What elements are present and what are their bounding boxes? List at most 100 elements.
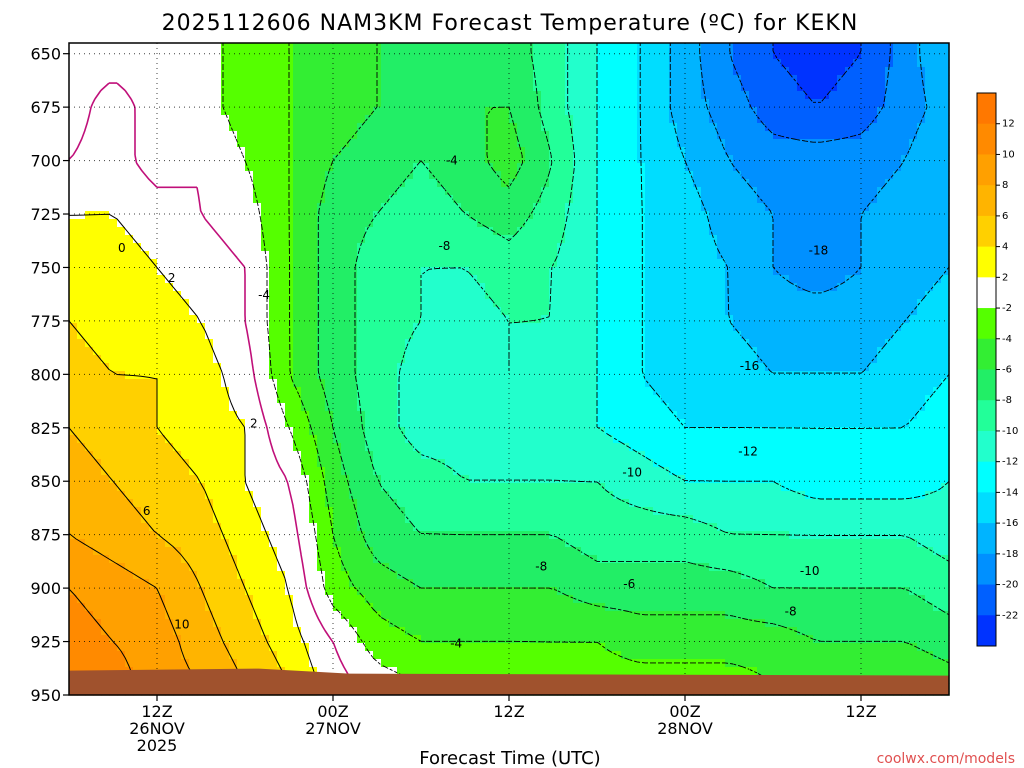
field-cell xyxy=(453,251,462,260)
field-cell xyxy=(741,147,750,156)
field-cell xyxy=(245,91,254,100)
field-cell xyxy=(925,227,934,236)
field-cell xyxy=(261,155,270,164)
field-cell xyxy=(941,283,950,292)
field-cell xyxy=(741,115,750,124)
field-cell xyxy=(477,83,486,92)
field-cell xyxy=(445,107,454,116)
field-cell xyxy=(501,187,510,196)
field-cell xyxy=(117,395,126,404)
field-cell xyxy=(477,163,486,172)
field-cell xyxy=(805,227,814,236)
field-cell xyxy=(941,315,950,324)
field-cell xyxy=(653,363,662,372)
field-cell xyxy=(341,355,350,364)
field-cell xyxy=(373,107,382,116)
field-cell xyxy=(509,275,518,284)
field-cell xyxy=(293,363,302,372)
field-cell xyxy=(437,219,446,228)
field-cell xyxy=(765,171,774,180)
field-cell xyxy=(933,155,942,164)
field-cell xyxy=(701,83,710,92)
field-cell xyxy=(509,227,518,236)
field-cell xyxy=(669,123,678,132)
field-cell xyxy=(189,243,198,252)
field-cell xyxy=(165,171,174,180)
field-cell xyxy=(837,291,846,300)
field-cell xyxy=(125,155,134,164)
field-cell xyxy=(125,219,134,228)
field-cell xyxy=(877,331,886,340)
field-cell xyxy=(461,307,470,316)
field-cell xyxy=(605,59,614,68)
field-cell xyxy=(477,123,486,132)
field-cell xyxy=(653,235,662,244)
field-cell xyxy=(557,323,566,332)
field-cell xyxy=(693,75,702,84)
field-cell xyxy=(773,371,782,380)
field-cell xyxy=(157,387,166,396)
field-cell xyxy=(181,107,190,116)
field-cell xyxy=(837,331,846,340)
field-cell xyxy=(501,131,510,140)
field-cell xyxy=(749,187,758,196)
field-cell xyxy=(909,195,918,204)
field-cell xyxy=(421,43,430,52)
field-cell xyxy=(573,371,582,380)
field-cell xyxy=(837,259,846,268)
field-cell xyxy=(421,219,430,228)
field-cell xyxy=(429,131,438,140)
field-cell xyxy=(797,43,806,52)
field-cell xyxy=(309,403,318,412)
field-cell xyxy=(213,51,222,60)
field-cell xyxy=(789,267,798,276)
field-cell xyxy=(69,131,78,140)
field-cell xyxy=(669,323,678,332)
field-cell xyxy=(605,131,614,140)
field-cell xyxy=(701,275,710,284)
field-cell xyxy=(405,379,414,388)
field-cell xyxy=(709,235,718,244)
field-cell xyxy=(605,331,614,340)
field-cell xyxy=(445,91,454,100)
field-cell xyxy=(749,91,758,100)
field-cell xyxy=(205,91,214,100)
field-cell xyxy=(773,171,782,180)
field-cell xyxy=(757,163,766,172)
field-cell xyxy=(333,195,342,204)
field-cell xyxy=(109,251,118,260)
field-cell xyxy=(365,267,374,276)
field-cell xyxy=(621,283,630,292)
field-cell xyxy=(517,163,526,172)
field-cell xyxy=(853,363,862,372)
field-cell xyxy=(573,251,582,260)
field-cell xyxy=(517,235,526,244)
field-cell xyxy=(893,299,902,308)
field-cell xyxy=(229,123,238,132)
field-cell xyxy=(381,243,390,252)
field-cell xyxy=(205,315,214,324)
field-cell xyxy=(69,299,78,308)
field-cell xyxy=(149,347,158,356)
field-cell xyxy=(93,379,102,388)
field-cell xyxy=(781,115,790,124)
field-cell xyxy=(893,347,902,356)
field-cell xyxy=(85,379,94,388)
field-cell xyxy=(485,363,494,372)
field-cell xyxy=(773,91,782,100)
field-cell xyxy=(613,219,622,228)
field-cell xyxy=(445,83,454,92)
field-cell xyxy=(917,155,926,164)
field-cell xyxy=(749,59,758,68)
field-cell xyxy=(477,187,486,196)
field-cell xyxy=(453,131,462,140)
field-cell xyxy=(621,347,630,356)
field-cell xyxy=(229,291,238,300)
field-cell xyxy=(749,147,758,156)
field-cell xyxy=(221,299,230,308)
field-cell xyxy=(101,227,110,236)
field-cell xyxy=(125,115,134,124)
field-cell xyxy=(573,51,582,60)
field-cell xyxy=(413,395,422,404)
field-cell xyxy=(757,347,766,356)
